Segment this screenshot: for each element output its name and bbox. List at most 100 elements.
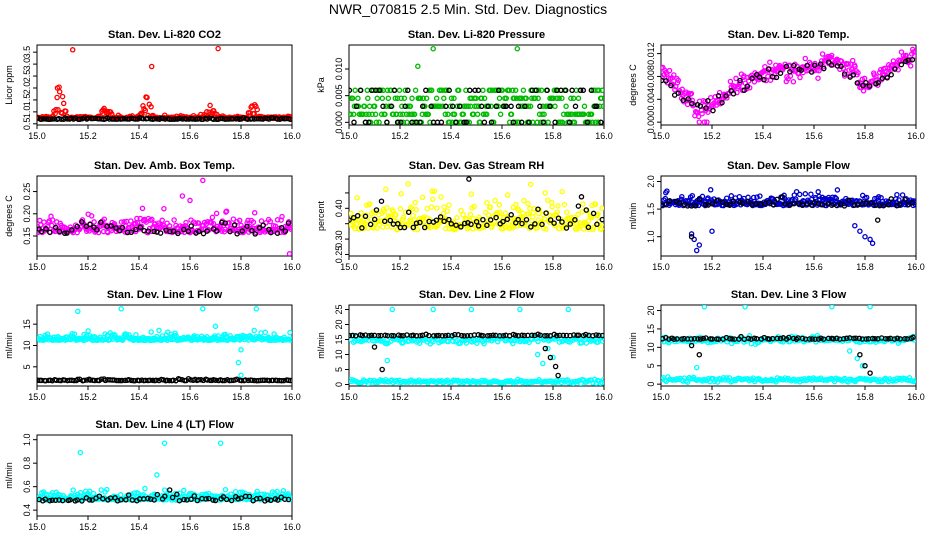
scatter-point [511,95,518,102]
scatter-point [256,225,263,231]
scatter-point [239,489,246,495]
scatter-point [175,230,181,237]
x-tick-label: 16.0 [283,262,301,272]
scatter-point [384,119,390,125]
scatter-point [745,198,751,205]
scatter-point [520,87,527,94]
scatter-point [811,62,818,69]
scatter-point [204,228,210,234]
scatter-point [804,62,810,69]
scatter-point [411,119,417,125]
scatter-point [417,119,423,125]
x-tick-label: 16.0 [595,262,613,272]
scatter-point [391,87,398,94]
scatter-point [468,306,475,313]
x-tick-label: 16.0 [283,131,301,141]
scatter-point [724,201,730,208]
scatter-point [169,494,176,501]
scatter-point [133,226,139,233]
scatter-point [371,224,377,231]
scatter-point [555,215,562,221]
scatter-point [666,198,673,204]
scatter-point [895,67,901,73]
scatter-point [461,333,467,339]
scatter-point [688,336,695,342]
scatter-point [681,335,687,342]
scatter-point [94,227,100,233]
scatter-point [100,495,106,502]
scatter-point [430,45,436,52]
scatter-point [162,493,168,500]
scatter-point [867,305,873,310]
scatter-point [793,188,800,195]
scatter-point [742,305,748,310]
scatter-point [845,61,851,67]
scatter-point [69,330,75,337]
scatter-point [161,487,168,493]
scatter-point [484,222,490,229]
scatter-point [526,119,532,125]
scatter-point [674,336,680,342]
scatter-point [349,217,352,223]
scatter-point [841,71,848,77]
scatter-point [545,197,551,203]
scatter-point [458,224,464,230]
scatter-point [492,197,498,204]
scatter-point [79,498,85,504]
scatter-point [417,332,423,339]
x-tick-label: 15.2 [703,392,721,402]
scatter-point [367,221,374,228]
scatter-point [438,119,445,125]
scatter-point [104,108,111,115]
scatter-point [869,335,876,342]
y-tick-label: 0.005 [334,84,344,107]
scatter-point [74,497,80,503]
scatter-point [529,332,535,339]
scatter-point [228,497,235,504]
scatter-point [174,491,180,498]
x-tick-label: 15.6 [493,131,511,141]
scatter-point [61,230,68,237]
scatter-point [223,496,230,503]
scatter-point [234,376,240,382]
x-tick-label: 15.2 [79,262,97,272]
scatter-point [151,497,157,503]
chart-pressure: Stan. Dev. Li-820 Pressure 15.0 15.2 15.4 15… [316,29,613,141]
scatter-point [238,347,244,353]
scatter-point [503,95,510,102]
scatter-point [592,119,599,125]
scatter-point [402,209,409,215]
scatter-point [726,202,733,208]
chart-sample: Stan. Dev. Sample Flow 15.0 15.2 15.4 15.6 15… [628,160,925,272]
scatter-point [405,87,411,94]
scatter-point [730,91,737,97]
scatter-point [166,223,173,229]
plot-frame [36,44,293,126]
scatter-point [736,193,743,200]
scatter-point [376,119,382,125]
scatter-point [757,193,763,199]
scatter-point [774,196,780,203]
scatter-point [508,103,514,110]
scatter-point [402,103,408,110]
scatter-point [413,220,420,226]
scatter-point [513,379,520,385]
scatter-point [139,205,146,212]
scatter-point [438,194,444,200]
scatter-point [144,115,151,122]
scatter-point [590,332,596,339]
scatter-point [828,62,835,68]
scatter-point [69,47,76,53]
scatter-point [275,497,281,503]
scatter-point [460,111,467,118]
scatter-point [454,215,460,221]
scatter-point [808,191,814,197]
chart-title: Stan. Dev. Sample Flow [727,160,850,172]
scatter-point [809,336,815,342]
scatter-point [684,379,691,385]
scatter-point [777,335,784,342]
chart-temp: Stan. Dev. Li-820 Temp. 15.0 15.2 15.4 15.6 1… [628,29,925,141]
data-points [37,306,292,384]
scatter-point [585,224,592,231]
scatter-point [352,338,358,344]
